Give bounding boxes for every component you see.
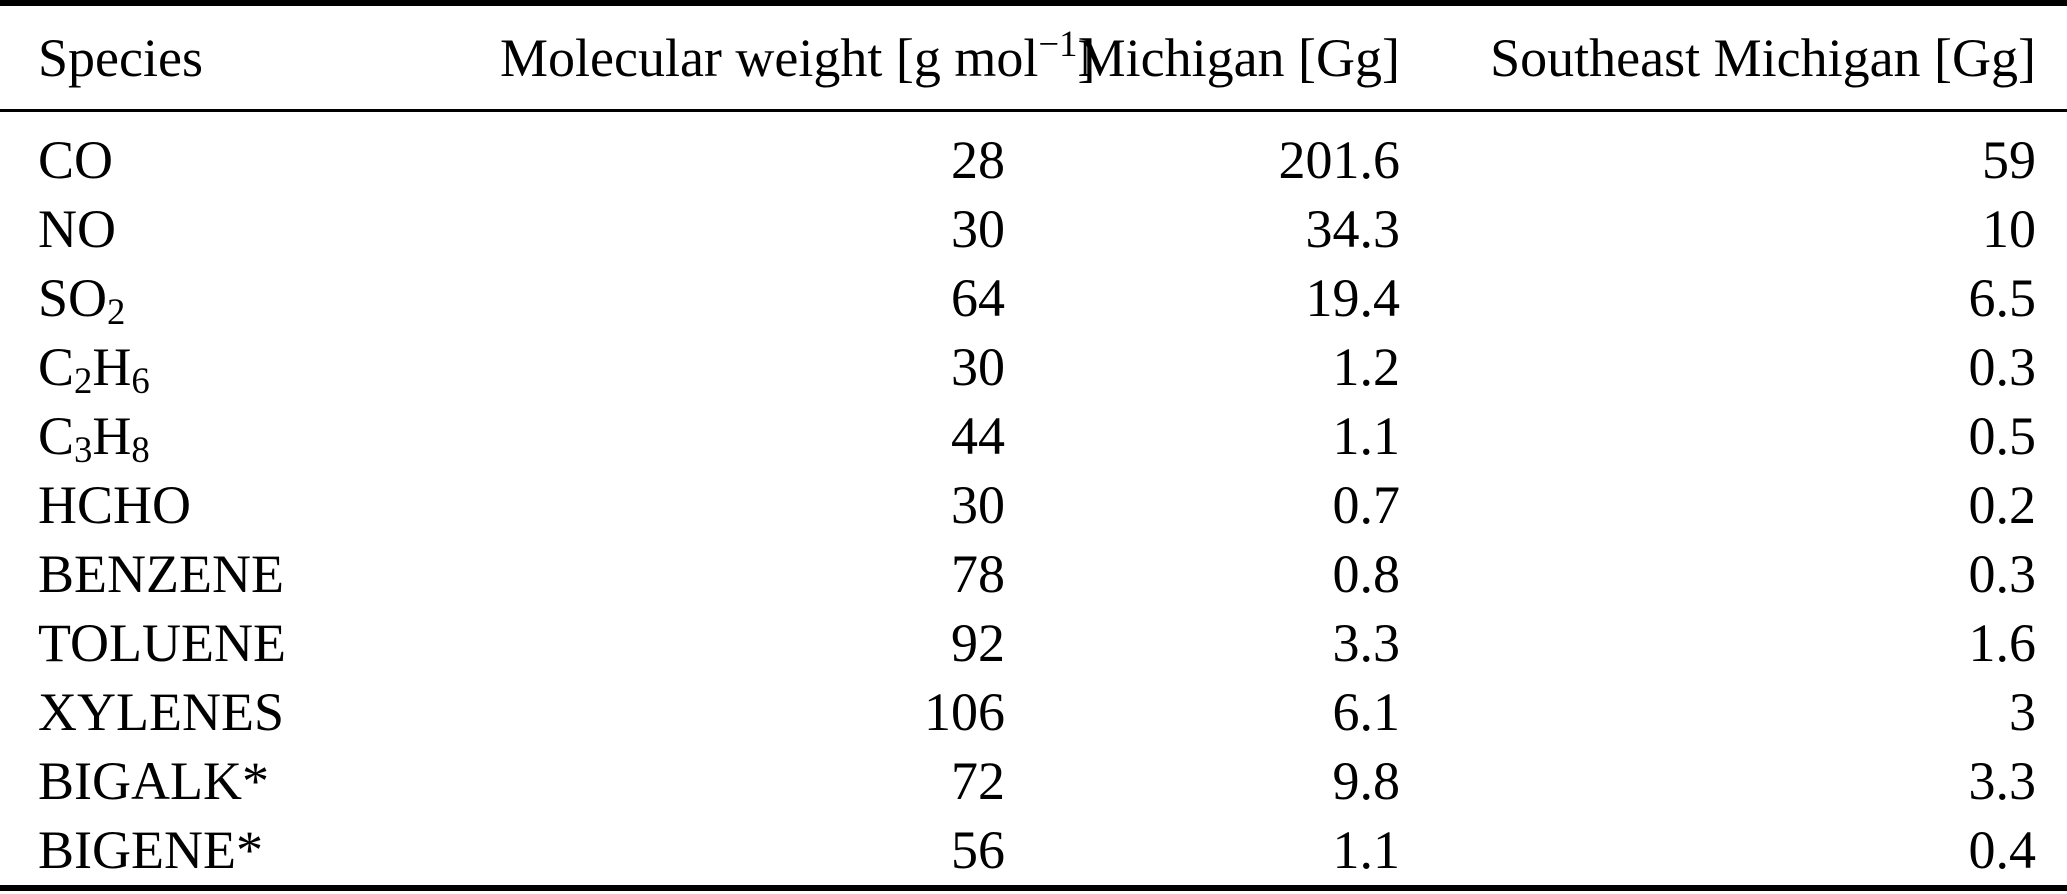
text-segment: C	[38, 406, 75, 466]
subscript-text: 6	[131, 360, 150, 402]
text-segment: Michigan [Gg]	[1077, 27, 1400, 88]
text-segment: BENZENE	[38, 544, 284, 604]
cell-michigan: 9.8	[1332, 751, 1401, 811]
cell-michigan: 0.7	[1332, 475, 1401, 535]
text-segment: ]	[1077, 27, 1096, 88]
cell-mw: 30	[951, 337, 1005, 397]
column-header-mw: Molecular weight [g mol−1]	[500, 3, 1095, 111]
cell-se_michigan: 3.3	[1968, 751, 2037, 811]
cell-michigan: 3.3	[1332, 613, 1401, 673]
cell-mw: 30	[951, 199, 1005, 259]
cell-mw: 30	[951, 475, 1005, 535]
subscript-text: 3	[74, 429, 93, 471]
cell-michigan: 0.8	[1332, 544, 1401, 604]
cell-michigan: 1.2	[1332, 337, 1401, 397]
cell-species: SO2	[0, 264, 500, 333]
table-header: Species Molecular weight [g mol−1] Michiga…	[0, 3, 2067, 111]
text-segment: Molecular weight [g mol	[500, 27, 1039, 88]
cell-michigan: 19.4	[1305, 268, 1401, 328]
cell-species: BENZENE	[0, 540, 500, 609]
cell-species: BIGENE*	[0, 816, 500, 888]
table-row: HCHO 30 0.7 0.2	[0, 471, 2067, 540]
text-segment: XYLENES	[38, 682, 284, 742]
cell-se_michigan: 1.6	[1968, 613, 2037, 673]
cell-mw: 28	[951, 130, 1005, 190]
table-row: C2H6 30 1.2 0.3	[0, 333, 2067, 402]
cell-species: XYLENES	[0, 678, 500, 747]
column-header-se_michigan: Southeast Michigan [Gg]	[1400, 3, 2067, 111]
table-row: C3H8 44 1.1 0.5	[0, 402, 2067, 471]
cell-michigan: 34.3	[1305, 199, 1401, 259]
cell-mw: 72	[951, 751, 1005, 811]
table-row: XYLENES 106 6.1 3	[0, 678, 2067, 747]
superscript-text: −1	[1038, 22, 1078, 64]
cell-species: HCHO	[0, 471, 500, 540]
cell-species: C3H8	[0, 402, 500, 471]
cell-se_michigan: 0.3	[1968, 544, 2037, 604]
table-row: BIGENE* 56 1.1 0.4	[0, 816, 2067, 888]
subscript-text: 2	[74, 360, 93, 402]
cell-michigan: 201.6	[1278, 130, 1401, 190]
cell-mw: 78	[951, 544, 1005, 604]
text-segment: Southeast Michigan [Gg]	[1490, 27, 2036, 88]
cell-species: NO	[0, 195, 500, 264]
subscript-text: 2	[107, 291, 126, 333]
text-segment: BIGENE*	[38, 820, 263, 880]
text-segment: H	[92, 337, 132, 397]
cell-mw: 56	[951, 820, 1005, 880]
text-segment: BIGALK*	[38, 751, 269, 811]
text-segment: C	[38, 337, 75, 397]
text-segment: SO	[38, 268, 108, 328]
table-row: BENZENE 78 0.8 0.3	[0, 540, 2067, 609]
cell-mw: 92	[951, 613, 1005, 673]
table-header-row: Species Molecular weight [g mol−1] Michiga…	[0, 3, 2067, 111]
text-segment: TOLUENE	[38, 613, 286, 673]
cell-mw: 106	[924, 682, 1005, 742]
cell-michigan: 6.1	[1332, 682, 1401, 742]
cell-se_michigan: 0.5	[1968, 406, 2037, 466]
text-segment: HCHO	[38, 475, 192, 535]
cell-se_michigan: 0.4	[1968, 820, 2037, 880]
cell-species: BIGALK*	[0, 747, 500, 816]
column-header-species: Species	[0, 3, 500, 111]
column-header-michigan: Michigan [Gg]	[1005, 3, 1400, 111]
table-body: CO 28 201.6 59 NO 30 34.3 10 SO2 64 19.4 6.5 C2H6 30 1…	[0, 111, 2067, 889]
table-row: CO 28 201.6 59	[0, 111, 2067, 196]
cell-michigan: 1.1	[1332, 406, 1401, 466]
cell-se_michigan: 10	[1982, 199, 2036, 259]
cell-species: TOLUENE	[0, 609, 500, 678]
cell-se_michigan: 59	[1982, 130, 2036, 190]
text-segment: H	[92, 406, 132, 466]
cell-se_michigan: 6.5	[1968, 268, 2037, 328]
cell-mw: 64	[951, 268, 1005, 328]
table-row: NO 30 34.3 10	[0, 195, 2067, 264]
subscript-text: 8	[131, 429, 150, 471]
cell-se_michigan: 0.2	[1968, 475, 2037, 535]
table-row: SO2 64 19.4 6.5	[0, 264, 2067, 333]
cell-se_michigan: 0.3	[1968, 337, 2037, 397]
text-segment: Species	[38, 27, 203, 88]
table-row: BIGALK* 72 9.8 3.3	[0, 747, 2067, 816]
cell-mw: 44	[951, 406, 1005, 466]
text-segment: NO	[38, 199, 116, 259]
cell-se_michigan: 3	[2009, 682, 2036, 742]
text-segment: CO	[38, 130, 114, 190]
cell-species: C2H6	[0, 333, 500, 402]
table-row: TOLUENE 92 3.3 1.6	[0, 609, 2067, 678]
cell-species: CO	[0, 111, 500, 196]
cell-michigan: 1.1	[1332, 820, 1401, 880]
